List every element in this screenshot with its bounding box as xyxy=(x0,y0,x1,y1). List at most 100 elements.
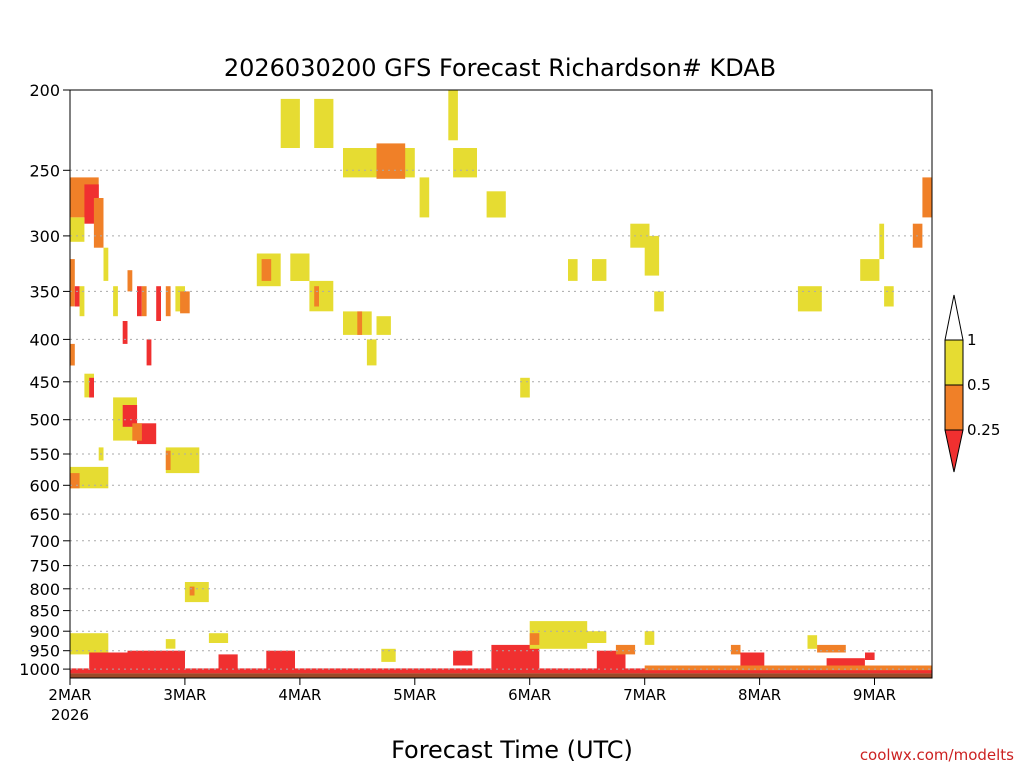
heatmap-cell xyxy=(165,450,171,470)
heatmap-cell xyxy=(208,633,229,643)
heatmap-cell xyxy=(615,644,636,655)
heatmap-cell xyxy=(520,377,530,398)
heatmap-cell xyxy=(127,270,133,292)
y-axis: 200 250 300 350 400 450 500 550 600 650 700 750 800 8… xyxy=(19,81,70,679)
x-tick-sublabel: 2026 xyxy=(51,706,89,724)
heatmap-cell xyxy=(165,286,171,317)
legend-band-high xyxy=(944,294,964,341)
legend-label: 0.5 xyxy=(967,376,991,394)
y-tick-label: 200 xyxy=(29,81,60,100)
x-tick-label: 3MAR xyxy=(163,686,206,704)
legend-band-0.25-0.5 xyxy=(944,384,964,431)
chart-title: 2026030200 GFS Forecast Richardson# KDAB xyxy=(224,54,776,82)
heatmap-cell xyxy=(70,473,80,489)
heatmap-cell xyxy=(529,633,540,645)
heatmap-cell xyxy=(127,650,185,672)
credit-text: coolwx.com/modelts xyxy=(860,746,1014,764)
y-tick-label: 750 xyxy=(29,557,60,576)
heatmap-cell xyxy=(180,291,190,314)
heatmap-cell xyxy=(860,259,880,281)
heatmap-cell xyxy=(381,648,396,662)
y-tick-label: 550 xyxy=(29,445,60,464)
legend-band-0.5-1 xyxy=(944,339,964,386)
heatmap-cell xyxy=(309,280,334,312)
heatmap-cell xyxy=(165,447,200,474)
heatmap-cell xyxy=(453,148,477,178)
y-tick-label: 350 xyxy=(29,282,60,301)
y-tick-label: 950 xyxy=(29,642,60,661)
x-tick-label: 4MAR xyxy=(278,686,321,704)
y-tick-label: 700 xyxy=(29,532,60,551)
heatmap-cell xyxy=(70,668,932,674)
heatmap-cell xyxy=(70,259,75,307)
heatmap-cell xyxy=(592,259,607,281)
heatmap-cell xyxy=(184,582,209,603)
heatmap-cell xyxy=(70,633,109,655)
legend: 1 0.5 0.25 xyxy=(944,294,1000,473)
heatmap-cell xyxy=(137,286,142,317)
heatmap-cell xyxy=(740,652,765,668)
heatmap-cell xyxy=(644,631,655,645)
heatmap-cell xyxy=(797,286,822,312)
heatmap-cell xyxy=(280,98,300,148)
heatmap-cell xyxy=(486,191,506,218)
heatmap-cell xyxy=(865,652,875,660)
heatmap-cell xyxy=(132,423,142,441)
heatmap-cell xyxy=(314,286,319,307)
heatmap-cell xyxy=(568,259,578,281)
heatmap-cell xyxy=(730,644,741,655)
heatmap-cell xyxy=(146,339,152,366)
heatmap-cell xyxy=(491,644,540,671)
y-tick-label: 250 xyxy=(29,161,60,180)
x-tick-label: 6MAR xyxy=(508,686,551,704)
heatmap-cell xyxy=(79,286,85,317)
ground-bar xyxy=(70,673,932,678)
heatmap-cell xyxy=(156,286,161,321)
y-tick-label: 450 xyxy=(29,373,60,392)
legend-label: 1 xyxy=(967,331,977,349)
heatmap-cell xyxy=(113,286,118,317)
x-tick-label: 7MAR xyxy=(623,686,666,704)
heatmap-cell xyxy=(89,652,138,670)
heatmap-cell xyxy=(314,98,334,148)
heatmap-cell xyxy=(122,405,138,427)
y-tick-label: 650 xyxy=(29,505,60,524)
y-tick-label: 900 xyxy=(29,622,60,641)
heatmap-cell xyxy=(357,311,363,335)
heatmap-cell xyxy=(817,644,846,653)
heatmap-cell xyxy=(376,143,406,179)
heatmap-cell xyxy=(807,635,818,649)
heatmap-cell xyxy=(261,259,272,281)
heatmap-cell xyxy=(218,654,238,671)
heatmap-cell xyxy=(165,639,176,649)
heatmap-cell xyxy=(644,665,932,671)
heatmap-cell xyxy=(884,286,894,307)
legend-label: 0.25 xyxy=(967,421,1000,439)
heatmap-cell xyxy=(189,586,195,596)
x-tick-label: 8MAR xyxy=(738,686,781,704)
heatmap-cell xyxy=(70,343,75,366)
heatmap-cell xyxy=(448,90,458,141)
heatmap-cell xyxy=(266,650,295,671)
x-axis: 2MAR 2026 3MAR 4MAR 5MAR 6MAR 7MAR 8MAR 9MAR xyxy=(48,678,896,724)
heatmap-cell xyxy=(122,321,128,344)
heatmap-cell xyxy=(89,377,94,398)
heatmap-cell xyxy=(419,177,430,218)
y-tick-label: 400 xyxy=(29,330,60,349)
y-tick-label: 800 xyxy=(29,580,60,599)
heatmap-cell xyxy=(376,316,391,335)
y-tick-label: 500 xyxy=(29,411,60,430)
heatmap-cell xyxy=(596,650,626,670)
y-tick-label: 300 xyxy=(29,227,60,246)
heatmap-cells xyxy=(70,90,932,674)
plot-frame xyxy=(69,89,933,679)
heatmap-cell xyxy=(74,286,80,307)
heatmap-cell xyxy=(922,177,932,218)
heatmap-cell xyxy=(103,247,109,281)
heatmap-cell xyxy=(654,291,664,312)
heatmap-cell xyxy=(290,253,310,281)
ground-strip xyxy=(70,673,932,678)
y-tick-label: 1000 xyxy=(19,660,60,679)
x-tick-label: 9MAR xyxy=(853,686,896,704)
